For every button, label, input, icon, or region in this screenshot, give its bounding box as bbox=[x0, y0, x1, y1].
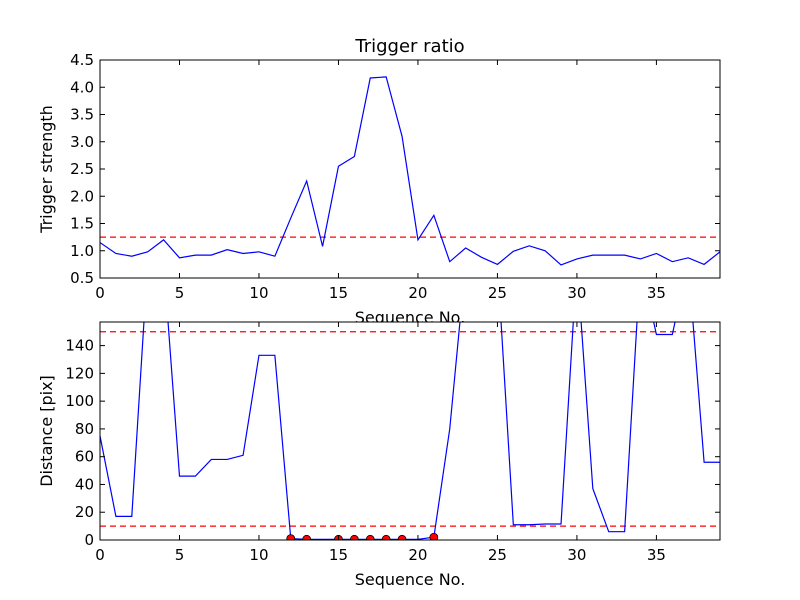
bottom-xtick-label: 25 bbox=[488, 546, 507, 564]
bottom-series-line-0 bbox=[100, 322, 720, 540]
top-xtick-label: 10 bbox=[249, 284, 268, 302]
bottom-ytick-label: 40 bbox=[75, 475, 94, 493]
bottom-ytick-label: 80 bbox=[75, 420, 94, 438]
top-xtick-label: 15 bbox=[329, 284, 348, 302]
bottom-ytick-label: 60 bbox=[75, 448, 94, 466]
bottom-ytick-label: 120 bbox=[65, 364, 94, 382]
bottom-ytick-label: 140 bbox=[65, 337, 94, 355]
top-y-axis-label: Trigger strength bbox=[37, 105, 56, 234]
bottom-chart: 0 5 10 15 20 25 30 35 0 20 40 60 80 100 120 140 Sequence… bbox=[37, 321, 721, 589]
bottom-marker-1 bbox=[302, 534, 312, 540]
top-ytick-label: 0.5 bbox=[70, 269, 94, 287]
top-xtick-label: 35 bbox=[647, 284, 666, 302]
top-xtick-label: 20 bbox=[408, 284, 427, 302]
bottom-marker-4 bbox=[365, 534, 375, 540]
top-ytick-label: 3.0 bbox=[70, 133, 94, 151]
top-plot-area bbox=[100, 60, 720, 278]
bottom-ytick-label: 20 bbox=[75, 503, 94, 521]
top-ytick-label: 4.0 bbox=[70, 78, 94, 96]
bottom-plot-area bbox=[100, 322, 720, 540]
bottom-xtick-label: 15 bbox=[329, 546, 348, 564]
top-xtick-label: 0 bbox=[95, 284, 105, 302]
top-chart: 0 5 10 15 20 25 30 35 0.5 1.0 1.5 2.0 2.5 3.0 3.5 4.0 4.… bbox=[37, 36, 721, 327]
bottom-xtick-label: 0 bbox=[95, 546, 105, 564]
bottom-xtick-label: 30 bbox=[567, 546, 586, 564]
bottom-marker-3 bbox=[349, 534, 359, 540]
top-ytick-label: 1.0 bbox=[70, 242, 94, 260]
top-ytick-label: 1.5 bbox=[70, 215, 94, 233]
bottom-ytick-label: 100 bbox=[65, 392, 94, 410]
top-chart-title: Trigger ratio bbox=[354, 36, 464, 57]
bottom-marker-7 bbox=[429, 532, 439, 540]
top-series-line-0 bbox=[100, 76, 720, 266]
bottom-ytick-label: 0 bbox=[84, 531, 94, 549]
top-xtick-label: 30 bbox=[567, 284, 586, 302]
bottom-xtick-label: 5 bbox=[175, 546, 185, 564]
top-xtick-label: 5 bbox=[175, 284, 185, 302]
top-ytick-label: 3.5 bbox=[70, 106, 94, 124]
top-ytick-label: 4.5 bbox=[70, 51, 94, 69]
bottom-marker-5 bbox=[381, 534, 391, 540]
bottom-y-axis-label: Distance [pix] bbox=[37, 375, 56, 487]
bottom-x-axis-label: Sequence No. bbox=[355, 570, 466, 589]
bottom-xtick-label: 10 bbox=[249, 546, 268, 564]
bottom-xtick-label: 20 bbox=[408, 546, 427, 564]
bottom-data-layer bbox=[100, 322, 720, 540]
bottom-axes-frame bbox=[99, 321, 721, 541]
bottom-marker-0 bbox=[286, 534, 296, 540]
top-ytick-label: 2.5 bbox=[70, 160, 94, 178]
top-data-layer bbox=[100, 76, 720, 266]
top-ytick-label: 2.0 bbox=[70, 187, 94, 205]
bottom-marker-6 bbox=[397, 534, 407, 540]
bottom-xtick-label: 35 bbox=[647, 546, 666, 564]
top-xtick-label: 25 bbox=[488, 284, 507, 302]
